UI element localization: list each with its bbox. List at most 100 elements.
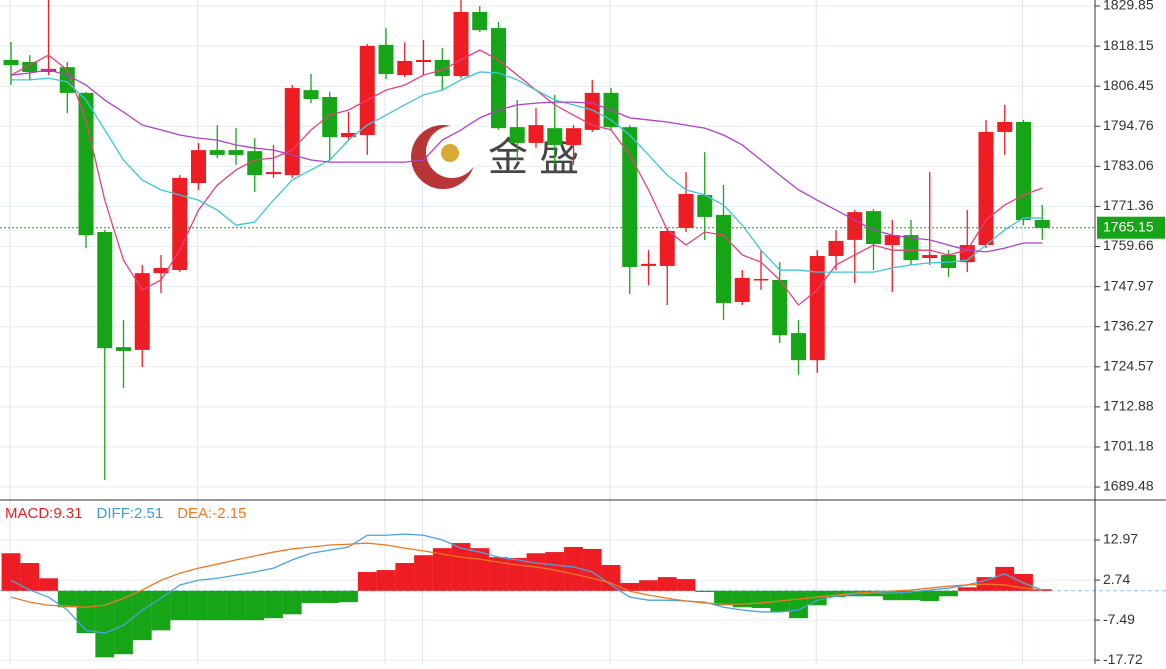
histogram-bar <box>657 577 677 591</box>
candle-body <box>697 194 713 217</box>
histogram-bar <box>282 590 302 615</box>
indicator-line <box>10 542 1043 608</box>
candle-body <box>1034 220 1050 228</box>
histogram-bar <box>132 590 152 641</box>
candle-body <box>1016 122 1031 221</box>
histogram-bar <box>20 563 40 591</box>
candle-body <box>716 214 731 303</box>
y-tick-label: 1794.76 <box>1103 117 1154 133</box>
histogram-bar <box>639 580 658 591</box>
logo-ball <box>441 144 459 162</box>
candle-body <box>547 128 563 145</box>
histogram-bar <box>789 590 808 619</box>
histogram-bar <box>601 564 621 591</box>
candle-body <box>97 232 113 349</box>
candle-body <box>753 278 769 281</box>
histogram-bar <box>826 590 846 598</box>
candle-body <box>528 125 544 143</box>
y-tick-label: 1736.27 <box>1103 317 1154 333</box>
candle-body <box>641 263 656 266</box>
candle-body <box>903 235 919 261</box>
candle-body <box>997 122 1013 132</box>
candle-body <box>359 45 375 136</box>
histogram-bar <box>320 590 340 603</box>
candle-body <box>847 212 863 240</box>
watermark: 金 盛 <box>411 125 579 189</box>
y-tick-label: 1759.66 <box>1103 237 1154 253</box>
histogram-bar <box>395 563 415 591</box>
candle-body <box>3 59 19 66</box>
candle-body <box>209 150 225 155</box>
candle-body <box>491 28 506 129</box>
ma-line <box>10 49 1043 306</box>
y-tick-label: 1771.36 <box>1103 197 1154 213</box>
candle-body <box>228 150 244 155</box>
y-tick-label: 1689.48 <box>1103 478 1154 494</box>
candle-body <box>772 279 788 336</box>
candle-body <box>191 150 206 184</box>
candle-body <box>509 127 525 143</box>
histogram-bar <box>957 587 977 591</box>
candle-body <box>116 347 131 351</box>
histogram-bar <box>57 590 77 608</box>
candle-body <box>791 333 806 361</box>
y-tick-label: 1712.88 <box>1103 398 1154 414</box>
histogram-bar <box>189 590 208 621</box>
candle-body <box>247 151 263 176</box>
histogram-bar <box>882 590 902 601</box>
candle-body <box>734 277 750 302</box>
histogram-bar <box>901 590 921 601</box>
histogram-bar <box>339 590 358 603</box>
histogram-bar <box>714 590 733 606</box>
last-price-tag <box>1097 216 1165 239</box>
histogram-bar <box>357 572 377 591</box>
histogram-bar <box>545 552 565 591</box>
histogram-bar <box>620 582 640 591</box>
y-tick-label: 2.74 <box>1103 571 1130 587</box>
histogram-bar <box>432 548 452 591</box>
histogram-bar <box>414 555 433 591</box>
histogram-bar <box>489 557 508 591</box>
candle-body <box>416 59 431 63</box>
candle-body <box>322 96 338 138</box>
histogram-bar <box>245 590 265 621</box>
y-tick-label: 12.97 <box>1103 531 1138 547</box>
histogram-bar <box>451 543 471 591</box>
candle-body <box>22 62 38 72</box>
candle-body <box>584 92 600 130</box>
histogram-bar <box>995 566 1015 591</box>
y-tick-label: 1806.45 <box>1103 77 1154 93</box>
y-tick-label: 1701.18 <box>1103 438 1154 454</box>
candle-body <box>453 11 469 77</box>
histogram-bar <box>751 590 771 609</box>
ma-line <box>10 69 1043 253</box>
candle-body <box>397 61 413 76</box>
candle-body <box>659 230 675 266</box>
y-tick-label: 1829.85 <box>1103 0 1154 13</box>
indicator-label: MACD:9.31 <box>5 505 83 522</box>
candle-body <box>266 172 281 175</box>
histogram-bar <box>76 590 96 634</box>
candle-body <box>809 255 825 361</box>
candle-body <box>828 240 844 256</box>
histogram-bar <box>264 590 283 619</box>
candle-body <box>922 254 938 259</box>
indicator-line <box>10 533 1043 634</box>
histogram-bar <box>939 590 958 597</box>
y-tick-label: -7.49 <box>1103 611 1135 627</box>
histogram-bar <box>470 548 490 591</box>
histogram-bar <box>301 590 321 603</box>
candle-body <box>153 267 169 274</box>
histogram-bar <box>807 590 827 606</box>
candle-body <box>378 44 394 75</box>
histogram-bar <box>226 590 246 621</box>
histogram-bar <box>676 579 696 591</box>
histogram-bar <box>920 590 940 601</box>
indicator-label: DEA:-2.15 <box>177 505 246 522</box>
histogram-bar <box>376 570 396 591</box>
indicator-label: DIFF:2.51 <box>97 505 164 522</box>
candle-body <box>941 254 956 268</box>
histogram-bar <box>114 590 133 655</box>
